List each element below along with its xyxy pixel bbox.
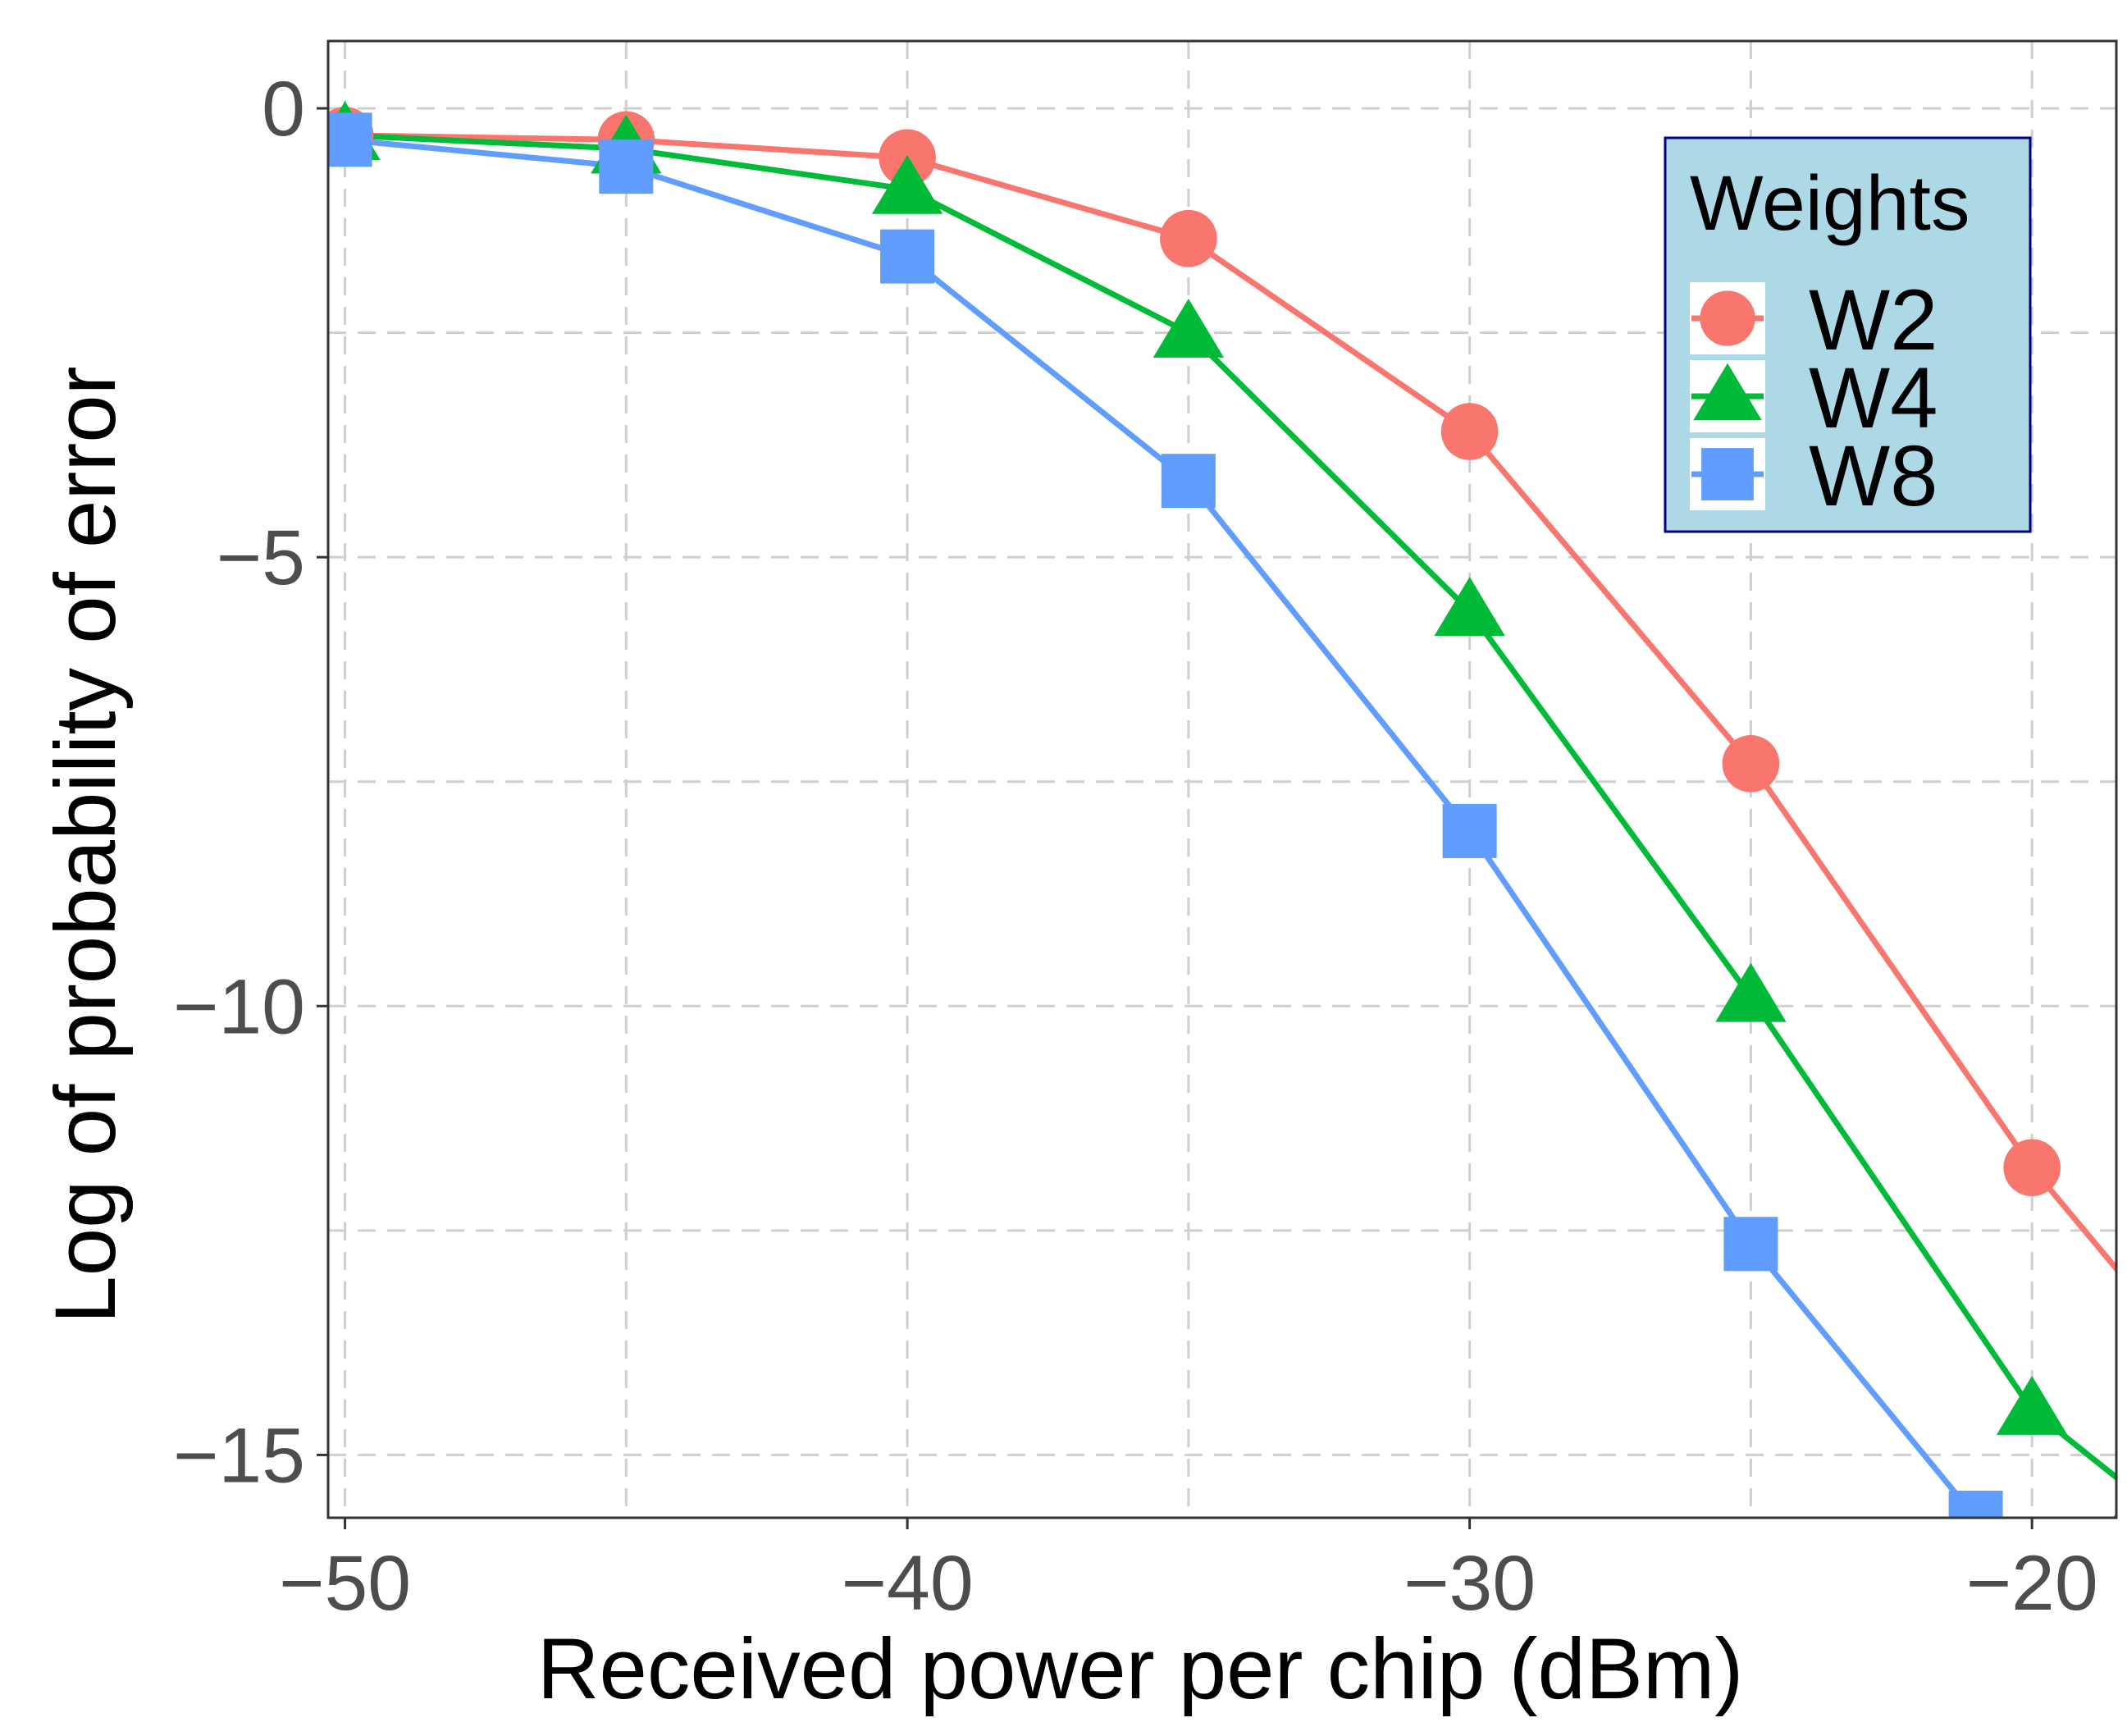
plot-border (326, 39, 2118, 1519)
data-point-w4 (1153, 298, 1225, 358)
data-point-w8 (1723, 1217, 1778, 1272)
data-point-w4 (1996, 1376, 2068, 1435)
y-tick-label: −5 (217, 514, 305, 601)
y-axis: 0 −5 −10 −15 (173, 66, 328, 1499)
x-tick-label: −40 (842, 1540, 974, 1627)
data-point-w2 (1722, 735, 1780, 793)
x-axis: −50 −40 −30 −20 (279, 1518, 2098, 1627)
y-tick-label: −10 (173, 963, 305, 1050)
data-point-w2 (1160, 209, 1217, 267)
data-point-w8 (328, 112, 372, 167)
data-point-w8 (880, 229, 935, 284)
legend-title: Weights (1690, 160, 1970, 247)
x-tick-label: −20 (1966, 1540, 2098, 1627)
y-tick-label: −15 (173, 1412, 305, 1499)
legend-label-w8: W8 (1809, 428, 1938, 524)
data-point-w8 (1161, 454, 1216, 509)
legend-label-w2: W2 (1809, 272, 1938, 368)
x-tick-label: −30 (1404, 1540, 1536, 1627)
data-point-w2 (2003, 1139, 2061, 1197)
series-line-w2 (345, 132, 2116, 1273)
data-point-w4 (871, 154, 943, 214)
legend-key-marker-w8 (1701, 448, 1754, 500)
data-point-w4 (1715, 962, 1787, 1022)
data-point-w8 (1948, 1491, 2003, 1518)
y-tick-label: 0 (262, 66, 305, 153)
legend-key-marker-w4 (1693, 363, 1762, 421)
series-markers (328, 101, 2116, 1518)
legend-key-marker-w2 (1700, 290, 1755, 346)
data-point-w4 (1434, 577, 1505, 637)
x-axis-label: Received power per chip (dBm) (537, 1621, 1744, 1717)
data-point-w8 (599, 139, 654, 194)
legend-label-w4: W4 (1809, 350, 1938, 446)
data-point-w8 (1442, 803, 1497, 858)
series-line-w4 (345, 132, 2116, 1482)
data-point-w2 (1440, 403, 1499, 460)
y-axis-label: Log of probability of error (38, 366, 134, 1323)
x-tick-label: −50 (279, 1540, 411, 1627)
